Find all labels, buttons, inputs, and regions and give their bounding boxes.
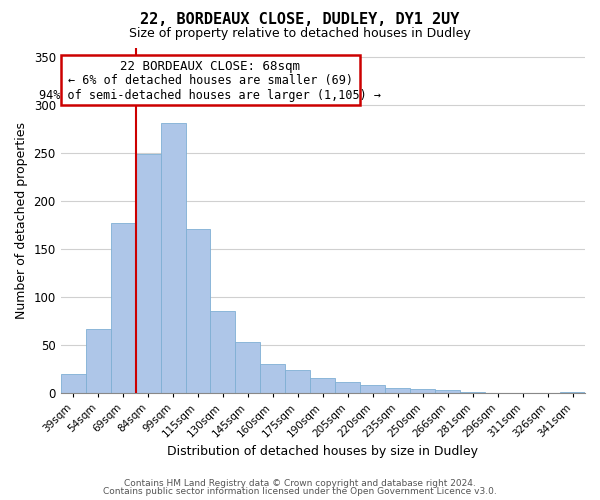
Bar <box>360 386 385 393</box>
Text: Contains public sector information licensed under the Open Government Licence v3: Contains public sector information licen… <box>103 487 497 496</box>
Text: 22, BORDEAUX CLOSE, DUDLEY, DY1 2UY: 22, BORDEAUX CLOSE, DUDLEY, DY1 2UY <box>140 12 460 28</box>
Text: 22 BORDEAUX CLOSE: 68sqm: 22 BORDEAUX CLOSE: 68sqm <box>121 60 301 73</box>
Bar <box>335 382 360 393</box>
Bar <box>235 342 260 393</box>
Bar <box>161 124 185 393</box>
Bar <box>410 389 435 393</box>
Y-axis label: Number of detached properties: Number of detached properties <box>15 122 28 319</box>
Bar <box>310 378 335 393</box>
Bar <box>560 392 585 393</box>
FancyBboxPatch shape <box>61 55 360 105</box>
Bar <box>136 154 161 393</box>
Bar <box>61 374 86 393</box>
X-axis label: Distribution of detached houses by size in Dudley: Distribution of detached houses by size … <box>167 444 478 458</box>
Text: 94% of semi-detached houses are larger (1,105) →: 94% of semi-detached houses are larger (… <box>40 89 382 102</box>
Bar <box>435 390 460 393</box>
Bar <box>260 364 286 393</box>
Bar <box>286 370 310 393</box>
Bar <box>385 388 410 393</box>
Bar <box>211 312 235 393</box>
Bar <box>86 328 110 393</box>
Text: Size of property relative to detached houses in Dudley: Size of property relative to detached ho… <box>129 28 471 40</box>
Bar <box>185 229 211 393</box>
Text: Contains HM Land Registry data © Crown copyright and database right 2024.: Contains HM Land Registry data © Crown c… <box>124 478 476 488</box>
Bar <box>110 223 136 393</box>
Text: ← 6% of detached houses are smaller (69): ← 6% of detached houses are smaller (69) <box>68 74 353 88</box>
Bar <box>460 392 485 393</box>
